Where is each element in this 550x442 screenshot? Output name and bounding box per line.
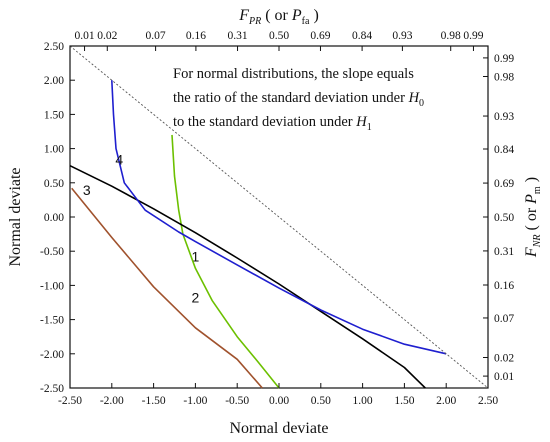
right-tick-label: 0.50 [494,212,514,224]
x-tick-label: -0.50 [225,395,249,407]
annotation-line-3: to the standard deviation under H1 [173,114,372,133]
top-tick-label: 0.84 [352,30,372,42]
top-tick-label: 0.69 [310,30,330,42]
x-tick-label: -1.00 [183,395,207,407]
x-tick-label: 1.00 [353,395,373,407]
x-tick-label: 0.00 [269,395,289,407]
right-tick-label: 0.02 [494,352,514,364]
x-tick-label: 1.50 [394,395,414,407]
curve-4-line [111,80,447,355]
right-tick-label: 0.69 [494,178,514,190]
right-tick-label: 0.31 [494,246,514,258]
annotation-line-2: the ratio of the standard deviation unde… [173,90,424,109]
top-tick-label: 0.93 [392,30,412,42]
x-tick-label: 0.50 [311,395,331,407]
y-tick-label: -1.50 [40,315,64,327]
y-tick-label: 2.50 [44,41,64,53]
right-tick-label: 0.01 [494,371,514,383]
right-tick-label: 0.84 [494,144,514,156]
x-tick-label: 2.50 [478,395,498,407]
x-axis-title: Normal deviate [229,420,328,437]
right-tick-label: 0.93 [494,111,514,123]
x-tick-label: -1.50 [142,395,166,407]
y-tick-label: -1.00 [40,280,64,292]
top-tick-label: 0.31 [227,30,247,42]
curve-4-label: 4 [115,151,123,167]
annotation: For normal distributions, the slope equa… [173,66,424,133]
x-tick-label: -2.00 [100,395,124,407]
annotation-line-1: For normal distributions, the slope equa… [173,66,414,82]
right-tick-label: 0.07 [494,313,514,325]
top-tick-label: 0.99 [463,30,483,42]
y-tick-label: 1.50 [44,109,64,121]
tick-layer: -2.50 -2.00 -1.50 -1.00 -0.50 0.00 0.50 1.00 1.5… [40,30,514,407]
right-tick-label: 0.99 [494,53,514,65]
y-tick-label: 0.00 [44,212,64,224]
curve-3-label: 3 [83,182,91,198]
y-tick-label: 1.00 [44,144,64,156]
top-tick-label: 0.98 [441,30,461,42]
top-tick-label: 0.01 [74,30,94,42]
y-tick-label: -2.00 [40,349,64,361]
top-tick-label: 0.07 [146,30,166,42]
right-tick-label: 0.98 [494,72,514,84]
curve-1-label: 1 [192,248,200,264]
y-tick-label: -0.50 [40,246,64,258]
curve-3-line [69,164,426,389]
top-axis-title: FPR ( or Pfa ) [238,7,319,27]
curve-2-label: 2 [192,290,200,306]
y-tick-label: 2.00 [44,75,64,87]
top-tick-label: 0.16 [186,30,206,42]
curve-1-line [71,187,263,389]
y-tick-label: 0.50 [44,178,64,190]
x-tick-label: -2.50 [58,395,82,407]
top-tick-label: 0.02 [97,30,117,42]
y-axis-title: Normal deviate [7,167,24,266]
top-tick-label: 0.50 [269,30,289,42]
curve-2-line [171,134,280,389]
series-layer: 1 2 3 4 [69,45,489,389]
x-tick-label: 2.00 [436,395,456,407]
right-axis-title: FNR ( or Pm ) [523,177,543,258]
y-tick-label: -2.50 [40,383,64,395]
right-tick-label: 0.16 [494,280,514,292]
